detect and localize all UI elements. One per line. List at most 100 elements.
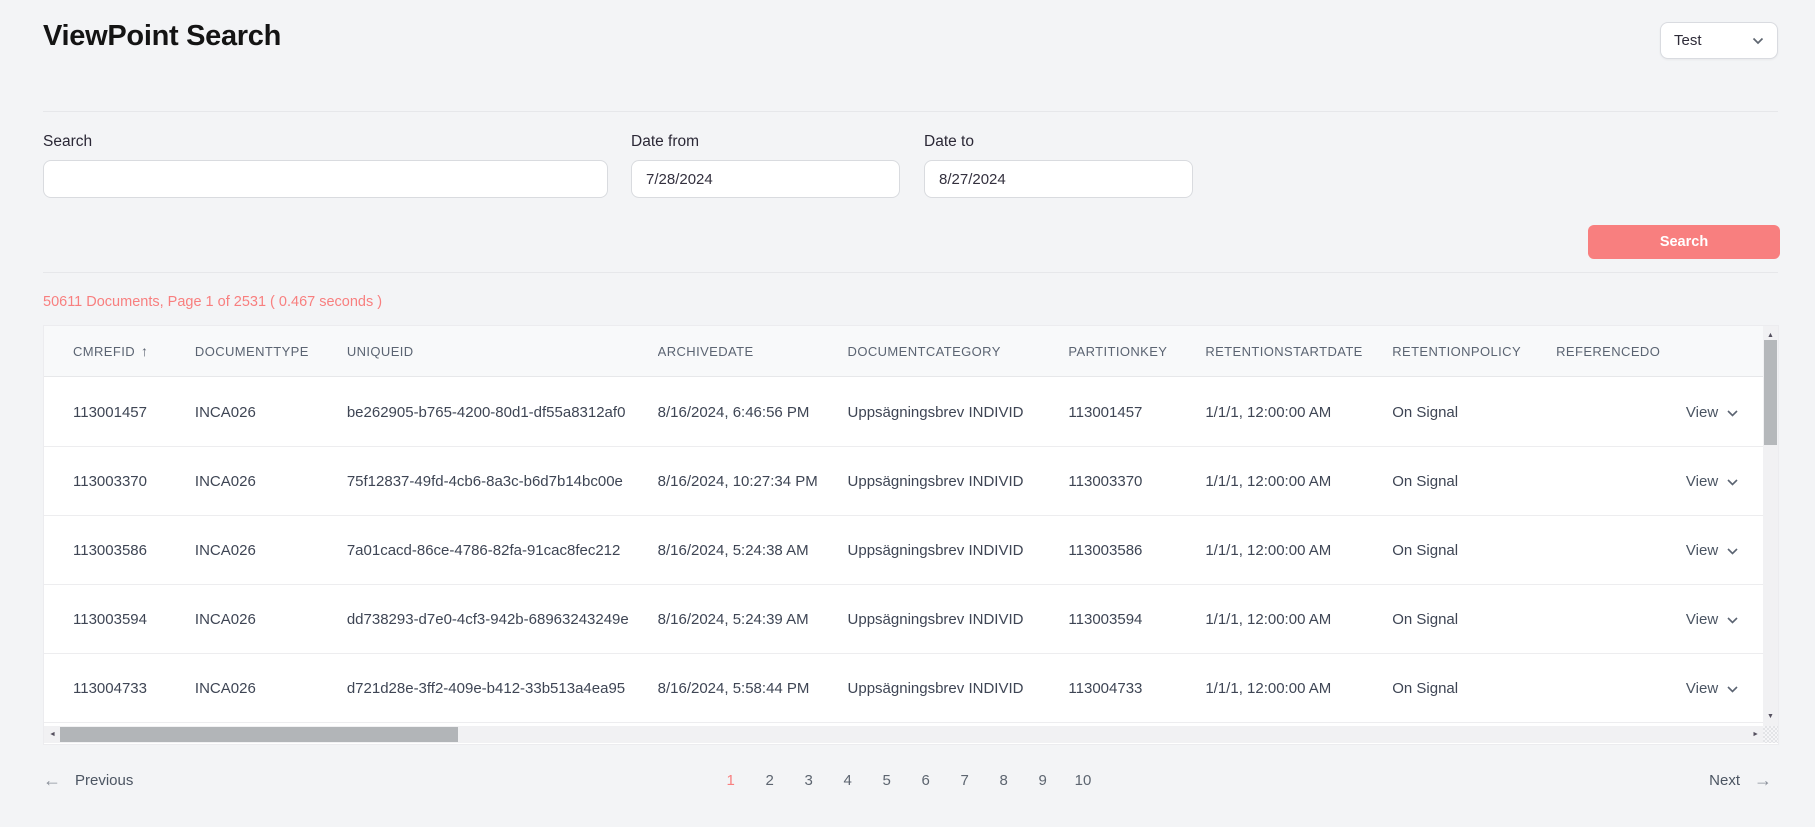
page-number-button[interactable]: 1 — [726, 771, 735, 789]
cell-archivedate: 8/16/2024, 5:24:38 AM — [657, 541, 809, 559]
column-header-partitionkey[interactable]: PARTITIONKEY — [1068, 344, 1205, 359]
horizontal-scrollbar[interactable]: ◄ ► — [44, 726, 1764, 743]
chevron-down-icon — [1727, 409, 1738, 417]
column-header-cmrefid[interactable]: CMREFID ↑ — [73, 343, 195, 359]
cell-retentionstartdate: 1/1/1, 12:00:00 AM — [1205, 472, 1332, 490]
scrollbar-corner — [1763, 726, 1778, 743]
page-number-button[interactable]: 6 — [921, 771, 930, 789]
column-header-documenttype[interactable]: DOCUMENTTYPE — [195, 344, 347, 359]
row-view-button[interactable]: View — [1686, 542, 1738, 559]
page-number-button[interactable]: 9 — [1038, 771, 1047, 789]
column-header-archivedate[interactable]: ARCHIVEDATE — [658, 344, 848, 359]
cell-uniqueid: dd738293-d7e0-4cf3-942b-68963243249e — [346, 610, 629, 628]
cell-partitionkey: 113003586 — [1068, 541, 1143, 559]
row-view-button[interactable]: View — [1686, 473, 1738, 490]
cell-actions: View — [1660, 542, 1764, 559]
page-number-button[interactable]: 8 — [999, 771, 1008, 789]
cell-uniqueid: d721d28e-3ff2-409e-b412-33b513a4ea95 — [346, 679, 626, 697]
page-number-button[interactable]: 5 — [882, 771, 891, 789]
cell-retentionpolicy: On Signal — [1392, 541, 1459, 559]
cell-cmrefid: 113001457 — [73, 403, 147, 421]
date-to-input[interactable] — [924, 160, 1193, 198]
column-header-referenced[interactable]: REFERENCEDO — [1556, 344, 1660, 359]
table-row: 113003370 INCA026 75f12837-49fd-4cb6-8a3c-… — [44, 447, 1764, 516]
cell-actions: View — [1660, 404, 1764, 421]
view-label: View — [1685, 610, 1719, 628]
chevron-down-icon — [1727, 616, 1738, 624]
cell-documentcategory: Uppsägningsbrev INDIVID — [847, 679, 1024, 697]
cell-actions: View — [1660, 473, 1764, 490]
environment-value: Test — [1674, 32, 1702, 49]
column-label: PARTITIONKEY — [1068, 343, 1168, 359]
column-header-uniqueid[interactable]: UNIQUEID — [347, 344, 658, 359]
vertical-scrollbar-thumb[interactable] — [1764, 340, 1777, 445]
table-row: 113001457 INCA026 be262905-b765-4200-80d1-… — [44, 378, 1764, 447]
table-row: 113003586 INCA026 7a01cacd-86ce-4786-82fa-… — [44, 516, 1764, 585]
view-label: View — [1685, 541, 1719, 559]
view-label: View — [1685, 679, 1719, 697]
cell-archivedate: 8/16/2024, 10:27:34 PM — [657, 472, 818, 490]
page-title: ViewPoint Search — [43, 20, 282, 52]
row-view-button[interactable]: View — [1686, 680, 1738, 697]
previous-label: Previous — [75, 771, 134, 789]
cell-cmrefid: 113004733 — [73, 679, 147, 697]
cell-actions: View — [1660, 611, 1764, 628]
chevron-down-icon — [1727, 478, 1738, 486]
column-label: RETENTIONSTARTDATE — [1205, 343, 1363, 359]
cell-archivedate: 8/16/2024, 6:46:56 PM — [657, 403, 810, 421]
column-header-retentionstartdate[interactable]: RETENTIONSTARTDATE — [1205, 344, 1392, 359]
cell-retentionpolicy: On Signal — [1392, 472, 1459, 490]
column-header-documentcategory[interactable]: DOCUMENTCATEGORY — [848, 344, 1069, 359]
cell-archivedate: 8/16/2024, 5:58:44 PM — [657, 679, 810, 697]
arrow-left-icon: ← — [43, 769, 61, 790]
horizontal-scrollbar-thumb[interactable] — [60, 727, 458, 742]
cell-retentionpolicy: On Signal — [1392, 403, 1459, 421]
environment-select[interactable]: Test — [1660, 22, 1778, 59]
row-view-button[interactable]: View — [1686, 611, 1738, 628]
form-divider — [43, 272, 1778, 273]
cell-partitionkey: 113001457 — [1068, 403, 1143, 421]
cell-uniqueid: be262905-b765-4200-80d1-df55a8312af0 — [346, 403, 626, 421]
scroll-down-icon[interactable]: ▼ — [1767, 713, 1774, 720]
scroll-right-icon[interactable]: ► — [1752, 731, 1759, 738]
page-number-button[interactable]: 10 — [1074, 771, 1092, 789]
cell-cmrefid: 113003594 — [73, 610, 147, 628]
previous-page-button[interactable]: ← Previous — [43, 770, 133, 791]
next-label: Next — [1709, 771, 1740, 789]
chevron-down-icon — [1727, 685, 1738, 693]
table-body: 113001457 INCA026 be262905-b765-4200-80d1-… — [44, 378, 1764, 723]
cell-uniqueid: 7a01cacd-86ce-4786-82fa-91cac8fec212 — [346, 541, 621, 559]
page-number-button[interactable]: 3 — [804, 771, 813, 789]
page-number-button[interactable]: 4 — [843, 771, 852, 789]
search-input[interactable] — [43, 160, 608, 198]
cell-documentcategory: Uppsägningsbrev INDIVID — [847, 472, 1024, 490]
scroll-up-icon[interactable]: ▲ — [1767, 332, 1774, 339]
cell-partitionkey: 113003370 — [1068, 472, 1143, 490]
cell-actions: View — [1660, 680, 1764, 697]
cell-cmrefid: 113003586 — [73, 541, 147, 559]
cell-retentionstartdate: 1/1/1, 12:00:00 AM — [1205, 403, 1332, 421]
page-number-button[interactable]: 2 — [765, 771, 774, 789]
date-from-label: Date from — [631, 133, 700, 150]
cell-documenttype: INCA026 — [194, 472, 256, 490]
row-view-button[interactable]: View — [1686, 404, 1738, 421]
next-page-button[interactable]: Next → — [1709, 770, 1772, 791]
sort-asc-icon: ↑ — [141, 343, 149, 359]
vertical-scrollbar[interactable]: ▲ ▼ — [1763, 326, 1778, 727]
table-header-row: CMREFID ↑ DOCUMENTTYPE UNIQUEID ARCHIVEDATE D… — [44, 326, 1764, 377]
column-label: REFERENCEDO — [1556, 343, 1661, 359]
cell-documenttype: INCA026 — [194, 541, 256, 559]
page-number-button[interactable]: 7 — [960, 771, 969, 789]
column-header-retentionpolicy[interactable]: RETENTIONPOLICY — [1392, 344, 1556, 359]
date-from-input[interactable] — [631, 160, 900, 198]
search-label: Search — [43, 133, 93, 150]
table-row: 113003594 INCA026 dd738293-d7e0-4cf3-942b-… — [44, 585, 1764, 654]
cell-documentcategory: Uppsägningsbrev INDIVID — [847, 541, 1024, 559]
cell-partitionkey: 113004733 — [1068, 679, 1143, 697]
arrow-right-icon: → — [1754, 769, 1772, 790]
scroll-left-icon[interactable]: ◄ — [49, 731, 56, 738]
search-button[interactable]: Search — [1588, 225, 1780, 259]
cell-documenttype: INCA026 — [194, 403, 256, 421]
cell-retentionpolicy: On Signal — [1392, 610, 1459, 628]
